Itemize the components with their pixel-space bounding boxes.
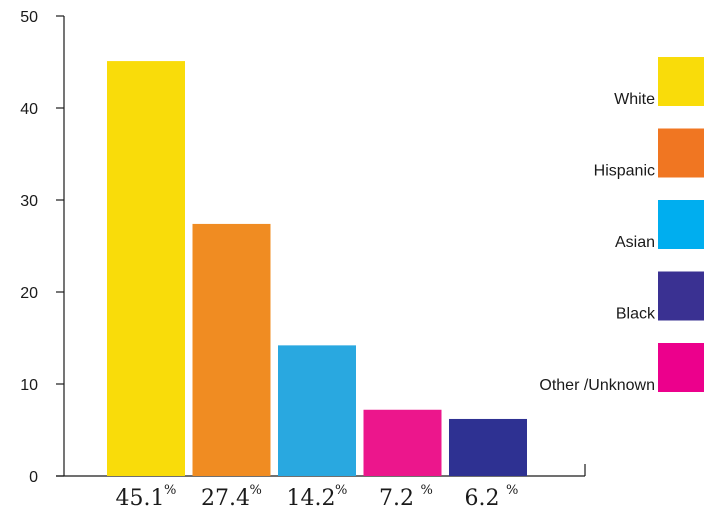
data-label-percent: %: [335, 483, 347, 498]
y-tick-label: 30: [20, 193, 38, 210]
legend-label-hispanic: Hispanic: [594, 163, 655, 180]
legend-swatch-hispanic: [658, 128, 704, 178]
legend-swatch-black: [658, 271, 704, 321]
data-label: 14.2: [287, 486, 336, 511]
data-label: 6.2: [465, 486, 500, 511]
legend-swatch-asian: [658, 200, 704, 249]
legend: White Hispanic Asian Black Other /Unknown: [539, 57, 704, 394]
data-label: 45.1: [116, 486, 165, 511]
y-tick-label: 50: [20, 9, 38, 26]
data-label-percent: %: [164, 483, 176, 498]
y-axis: 0 10 20 30 40 50: [20, 9, 65, 486]
legend-label-asian: Asian: [615, 234, 655, 251]
legend-label-other-unknown: Other /Unknown: [539, 377, 655, 394]
y-tick-label: 20: [20, 285, 38, 302]
bar-hispanic: [192, 223, 271, 476]
legend-label-black: Black: [616, 306, 656, 323]
bar-asian: [278, 345, 356, 476]
bar-white: [107, 61, 185, 477]
data-label-percent: %: [421, 483, 433, 498]
data-label-percent: %: [506, 483, 518, 498]
bars-group: [107, 61, 527, 477]
data-label: 27.4: [201, 486, 250, 511]
legend-label-white: White: [614, 91, 655, 108]
data-label: 7.2: [379, 486, 414, 511]
bar-black: [449, 418, 527, 476]
y-tick-label: 10: [20, 377, 38, 394]
bar-other-unknown: [363, 409, 442, 476]
y-tick-label: 40: [20, 101, 38, 118]
data-label-percent: %: [250, 483, 262, 498]
legend-swatch-white: [658, 57, 704, 106]
y-tick-label: 0: [29, 469, 38, 486]
data-labels-group: 45.1% 27.4% 14.2% 7.2% 6.2%: [116, 483, 519, 511]
legend-swatch-other-unknown: [658, 343, 704, 392]
